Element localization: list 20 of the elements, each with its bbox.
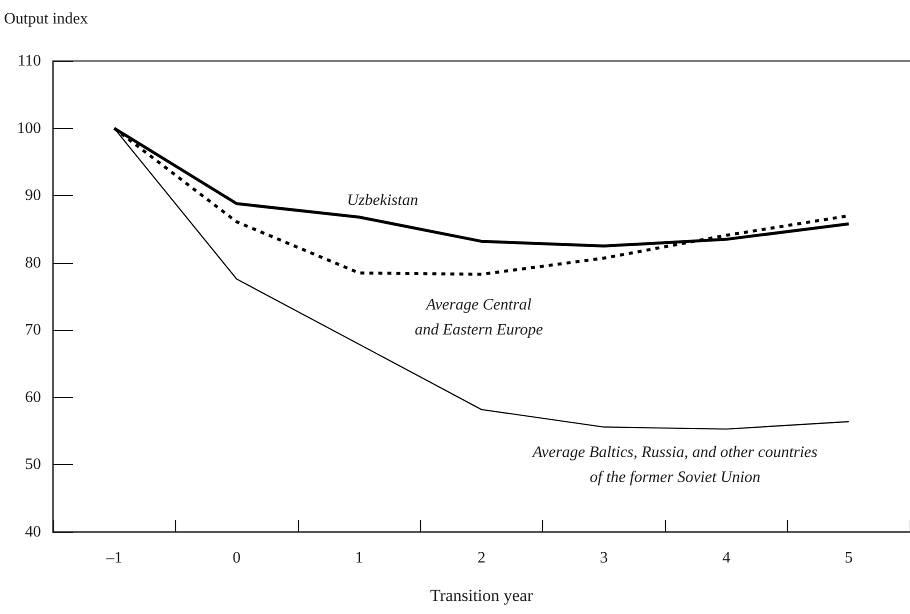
x-tick-label: –1 [105,550,122,566]
x-tick-label: 5 [844,550,853,566]
x-axis-title: Transition year [430,586,534,605]
y-tick-label: 70 [25,322,41,339]
x-tick-label: 3 [600,550,608,566]
x-tick-label: 2 [478,550,486,566]
series-label: Average Central and Eastern Europe [414,296,543,338]
y-tick-label: 50 [25,456,41,474]
y-tick-label: 40 [25,524,41,540]
y-tick-label: 80 [25,254,41,272]
y-tick-label: 60 [25,388,41,406]
x-tick-label: 0 [232,550,241,566]
y-axis-title: Output index [4,10,88,28]
y-tick-label: 90 [25,187,41,204]
y-tick-label: 110 [18,52,41,70]
x-tick-label: 4 [722,550,730,566]
series-label: Uzbekistan [347,192,418,210]
x-tick-label: 1 [355,550,364,566]
series-label: Average Baltics, Russia, and other countries of the former Soviet Union [532,444,818,486]
y-tick-label: 100 [17,120,41,137]
